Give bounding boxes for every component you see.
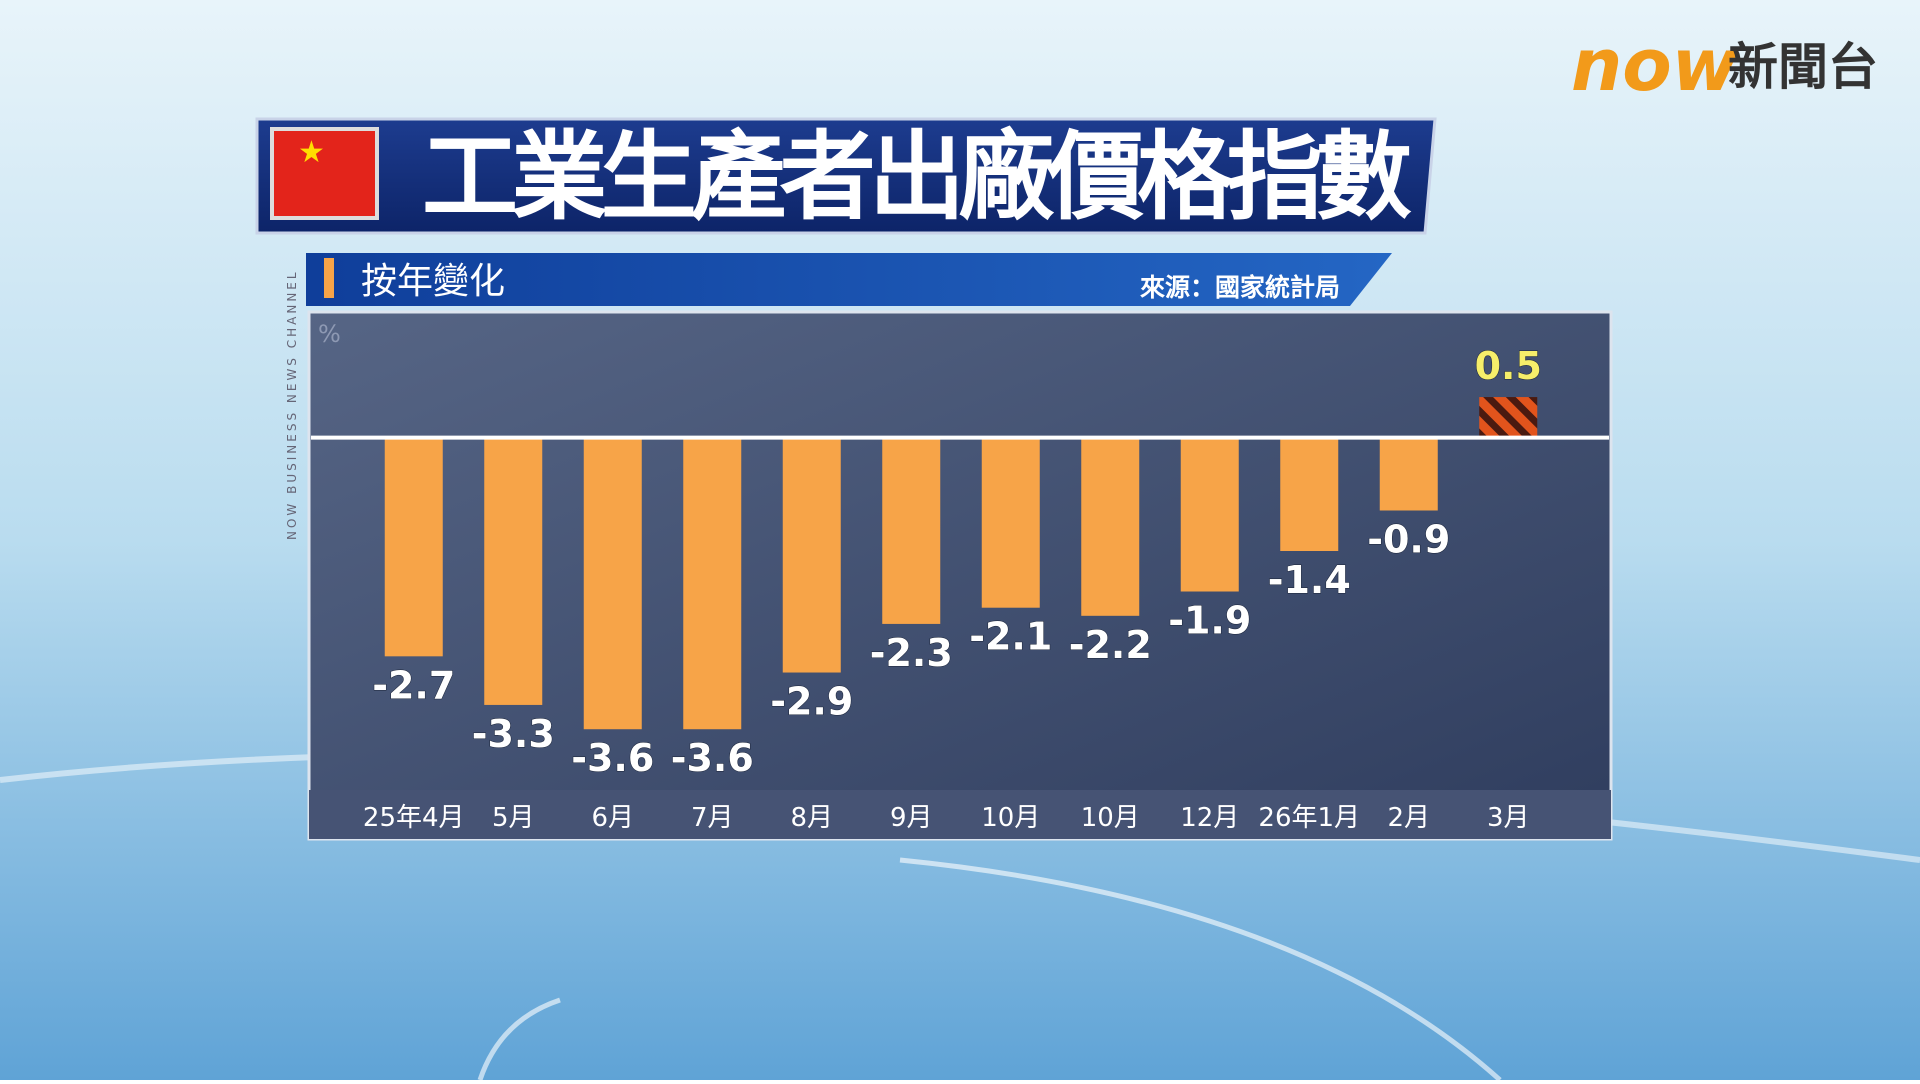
x-tick-label: 10月 (1081, 803, 1140, 833)
value-label: -3.6 (571, 736, 654, 780)
bar (1280, 437, 1339, 551)
x-tick-label: 25年4月 (363, 803, 465, 833)
x-tick-label: 6月 (591, 803, 634, 833)
bar (1479, 397, 1538, 438)
source: 來源：國家統計局 (1140, 273, 1340, 302)
side-text: NOW BUSINESS NEWS CHANNEL (285, 269, 299, 540)
value-label: -3.3 (472, 712, 555, 756)
value-label: -2.2 (1069, 623, 1152, 667)
x-tick-label: 12月 (1180, 803, 1239, 833)
x-tick-label: 5月 (492, 803, 535, 833)
bar (583, 437, 642, 730)
bar (981, 437, 1040, 608)
unit-label: % (318, 320, 341, 348)
x-tick-label: 10月 (981, 803, 1040, 833)
value-label: -2.1 (969, 615, 1052, 659)
logo-channel: 新聞台 (1728, 38, 1878, 96)
value-label: -2.3 (870, 631, 953, 675)
value-label: 0.5 (1475, 344, 1542, 388)
bar (882, 437, 941, 624)
bar (683, 437, 742, 730)
value-label: -3.6 (671, 736, 754, 780)
x-tick-label: 26年1月 (1258, 803, 1360, 833)
x-tick-label: 9月 (890, 803, 933, 833)
decor-arc (899, 857, 1502, 1082)
value-label: -0.9 (1367, 517, 1450, 561)
title-banner (255, 117, 1437, 235)
bar (484, 437, 543, 705)
bar (782, 437, 841, 673)
logo-brand: now (1571, 23, 1739, 107)
decor-arc (477, 997, 561, 1081)
x-tick-label: 2月 (1387, 803, 1430, 833)
value-label: -2.7 (372, 663, 455, 707)
category-strip (309, 790, 1611, 839)
bar (1081, 437, 1140, 616)
value-label: -1.4 (1268, 558, 1351, 602)
subtitle-bar (306, 253, 1392, 306)
flag-star: ★ (298, 135, 325, 170)
bar (384, 437, 443, 657)
value-label: -1.9 (1168, 599, 1251, 643)
x-tick-label: 7月 (691, 803, 734, 833)
subtitle: 按年變化 (361, 261, 505, 302)
chart-title: 工業生產者出廠價格指數 (422, 121, 1412, 233)
china-flag (270, 127, 379, 220)
bar (1379, 437, 1438, 511)
x-tick-label: 3月 (1487, 803, 1530, 833)
bar (1180, 437, 1239, 592)
x-tick-label: 8月 (790, 803, 833, 833)
subtitle-marker (324, 258, 334, 298)
value-label: -2.9 (770, 680, 853, 724)
